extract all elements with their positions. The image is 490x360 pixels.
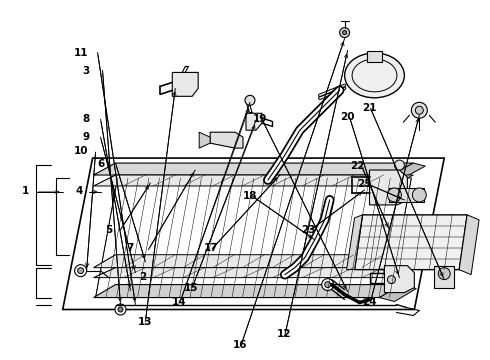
Polygon shape: [379, 285, 416, 302]
Text: 15: 15: [184, 283, 198, 293]
Text: 19: 19: [252, 114, 267, 124]
Circle shape: [322, 279, 334, 291]
Text: 8: 8: [83, 114, 90, 124]
Circle shape: [340, 28, 349, 37]
Text: 17: 17: [203, 243, 218, 253]
Polygon shape: [385, 266, 415, 293]
Ellipse shape: [344, 53, 404, 98]
Text: 23: 23: [301, 225, 316, 235]
Text: 7: 7: [126, 243, 134, 253]
Polygon shape: [392, 163, 425, 178]
Circle shape: [77, 268, 84, 274]
Circle shape: [74, 265, 87, 276]
Text: 1: 1: [22, 186, 29, 196]
Polygon shape: [94, 255, 414, 268]
Polygon shape: [369, 170, 407, 205]
Polygon shape: [199, 132, 210, 148]
Text: 5: 5: [105, 225, 112, 235]
Circle shape: [438, 268, 450, 280]
Polygon shape: [94, 268, 414, 278]
Text: 22: 22: [350, 161, 365, 171]
Polygon shape: [63, 158, 444, 310]
Circle shape: [115, 304, 126, 315]
Text: 13: 13: [138, 317, 152, 327]
Polygon shape: [355, 215, 467, 270]
Text: 14: 14: [172, 297, 186, 307]
Bar: [434, 266, 454, 288]
Polygon shape: [246, 113, 262, 130]
Text: 24: 24: [362, 297, 377, 307]
Text: 4: 4: [75, 186, 83, 196]
Polygon shape: [346, 215, 363, 270]
Polygon shape: [94, 175, 414, 186]
Circle shape: [325, 282, 331, 288]
Polygon shape: [96, 178, 412, 298]
Circle shape: [394, 160, 404, 170]
Polygon shape: [210, 132, 243, 148]
Text: 2: 2: [139, 272, 146, 282]
Circle shape: [245, 95, 255, 105]
Text: 3: 3: [83, 66, 90, 76]
Text: 11: 11: [74, 48, 89, 58]
Text: 25: 25: [357, 179, 372, 189]
Text: 20: 20: [340, 112, 355, 122]
Text: 6: 6: [98, 159, 105, 169]
Text: 21: 21: [362, 103, 377, 113]
Circle shape: [416, 106, 423, 114]
Text: 16: 16: [233, 340, 247, 350]
Polygon shape: [390, 188, 424, 202]
Bar: [367, 50, 383, 62]
Polygon shape: [94, 163, 414, 175]
Circle shape: [118, 307, 123, 312]
Circle shape: [412, 102, 427, 118]
Text: 18: 18: [243, 191, 257, 201]
Polygon shape: [172, 72, 198, 96]
Circle shape: [413, 188, 426, 202]
Text: 9: 9: [83, 132, 90, 142]
Circle shape: [343, 31, 346, 35]
Text: 12: 12: [277, 329, 291, 339]
Text: 10: 10: [74, 146, 89, 156]
Polygon shape: [94, 285, 401, 298]
Circle shape: [388, 276, 395, 284]
Circle shape: [388, 188, 401, 202]
Polygon shape: [459, 215, 479, 275]
